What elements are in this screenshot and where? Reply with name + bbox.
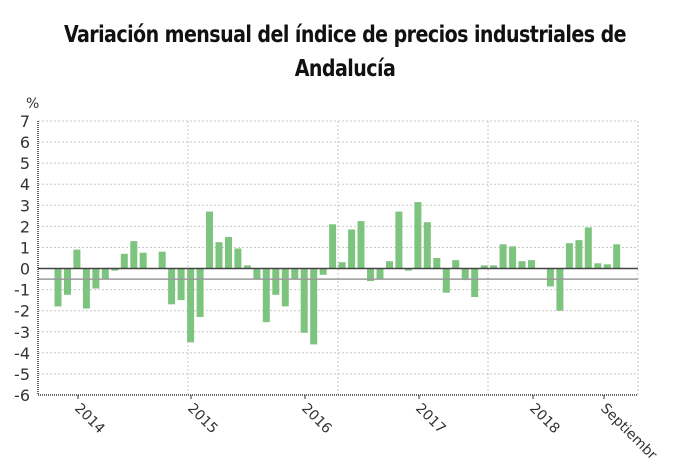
y-axis-unit: % [26, 96, 40, 112]
bar [575, 240, 583, 269]
bar [206, 211, 213, 269]
y-tick-label: 6 [20, 133, 30, 152]
bar [310, 268, 318, 345]
bar [603, 264, 611, 269]
bar [177, 268, 185, 301]
bar [64, 268, 71, 295]
y-tick-label: -1 [14, 281, 30, 300]
bar [120, 253, 128, 269]
bar [442, 268, 450, 293]
bar [111, 268, 119, 271]
bar [480, 265, 488, 269]
y-tick-label: 0 [20, 260, 30, 279]
bar [130, 241, 138, 269]
bar [461, 268, 469, 281]
bar [158, 251, 166, 269]
bar [490, 265, 498, 269]
x-tick-label: 2014 [71, 401, 108, 438]
y-tick-label: 5 [20, 154, 30, 173]
bar [367, 268, 374, 282]
bar [253, 268, 261, 279]
bar [54, 268, 62, 307]
bar [262, 268, 270, 323]
bar [196, 268, 204, 317]
bar [243, 265, 251, 269]
y-tick-label: -6 [14, 386, 30, 405]
bar [499, 244, 507, 269]
bar [386, 261, 393, 269]
bar [433, 258, 441, 269]
y-tick-label: -2 [14, 302, 30, 321]
bar [509, 246, 517, 269]
bar [234, 248, 242, 269]
x-tick-label: 2017 [412, 401, 449, 438]
bar [319, 268, 327, 275]
x-tick-label: 2015 [184, 401, 221, 438]
bar [565, 243, 573, 269]
bar [357, 221, 365, 269]
x-tick-label: 2018 [526, 401, 563, 438]
chart-title: Variación mensual del índice de precios … [28, 18, 663, 86]
y-tick-label: 2 [20, 217, 30, 236]
bar [168, 268, 176, 305]
bar [471, 268, 479, 297]
y-tick-label: 4 [20, 175, 30, 194]
bar [423, 222, 431, 269]
bar [556, 268, 564, 311]
bar [546, 268, 554, 287]
y-tick-label: 3 [20, 196, 30, 215]
bar [272, 268, 280, 295]
bar [281, 268, 289, 307]
y-tick-label: -4 [14, 344, 30, 363]
bar [73, 249, 81, 269]
bar [300, 268, 308, 333]
bar [329, 224, 337, 269]
y-tick-label: -5 [14, 365, 30, 384]
y-axis-ticks: 7 6 5 4 3 2 1 0 -1 -2 -3 -4 -5 -6 [14, 112, 30, 405]
bar [215, 242, 223, 269]
bar [518, 261, 526, 269]
bar [291, 268, 299, 279]
axes [37, 121, 638, 396]
y-tick-label: 1 [20, 238, 30, 257]
bar [414, 202, 422, 269]
bar [187, 268, 195, 343]
bar [594, 263, 602, 269]
bar [395, 211, 403, 269]
y-tick-label: 7 [20, 112, 30, 131]
x-tick-label: Septiembr [597, 401, 660, 464]
bar [613, 244, 621, 269]
gridlines [38, 120, 639, 395]
bars [54, 202, 621, 345]
x-tick-label: 2016 [298, 401, 335, 438]
bar [376, 268, 384, 279]
bar [82, 268, 90, 309]
bar [404, 268, 412, 271]
bar [584, 227, 592, 269]
chart-title-line1: Variación mensual del índice de precios … [63, 22, 627, 48]
bar [225, 236, 232, 269]
y-tick-label: -3 [14, 323, 30, 342]
bar [101, 268, 109, 279]
bar [452, 260, 460, 269]
bar [338, 262, 346, 269]
x-axis-ticks: 2014 2015 2016 2017 2018 Septiembr [71, 395, 660, 463]
bar [528, 260, 535, 269]
bar [139, 252, 147, 269]
bar [348, 229, 356, 269]
chart-title-line2: Andalucía [294, 56, 396, 82]
